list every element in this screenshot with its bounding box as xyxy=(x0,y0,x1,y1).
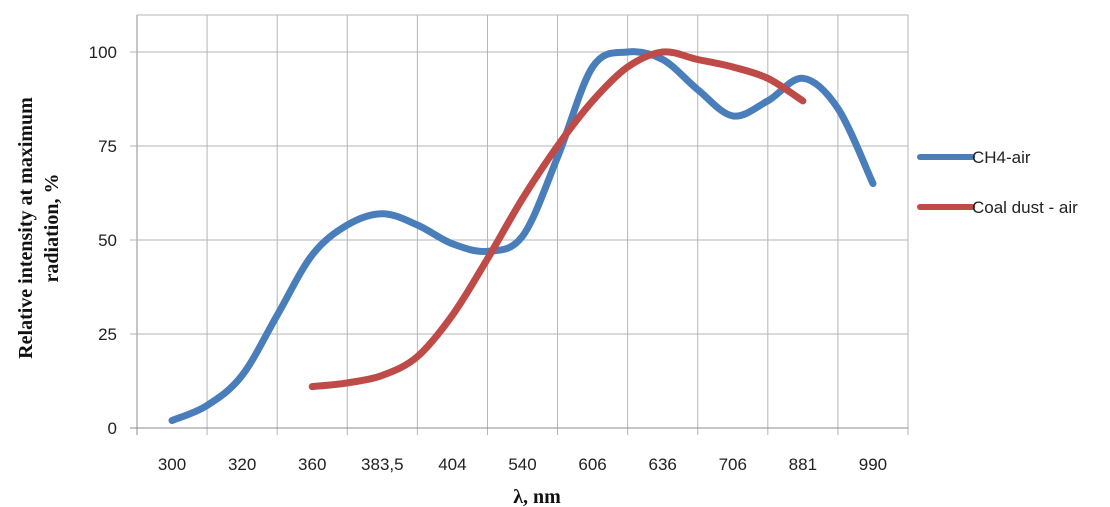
legend-label-ch4-air: CH4-air xyxy=(972,148,1031,167)
series-layer xyxy=(168,48,877,424)
x-tick-label: 320 xyxy=(228,455,256,474)
x-tick-label: 540 xyxy=(508,455,536,474)
y-tick-label: 100 xyxy=(89,43,117,62)
series-line-coal-dust-air xyxy=(308,48,807,391)
x-tick-label: 636 xyxy=(648,455,676,474)
y-tick-labels: 0 25 50 75 100 xyxy=(89,43,117,438)
y-tick-label: 25 xyxy=(98,325,117,344)
x-axis-title: λ, nm xyxy=(513,486,561,507)
x-tick-label: 360 xyxy=(298,455,326,474)
x-tick-label: 383,5 xyxy=(361,455,404,474)
legend-label-coal-dust-air: Coal dust - air xyxy=(972,198,1078,217)
y-axis-title: Relative intensity at maximum radiation,… xyxy=(15,97,63,359)
y-tick-label: 75 xyxy=(98,137,117,156)
legend: CH4-air Coal dust - air xyxy=(917,148,1078,217)
x-tick-label: 404 xyxy=(438,455,466,474)
y-axis-title-line-1: Relative intensity at maximum xyxy=(15,97,37,359)
x-tick-label: 990 xyxy=(859,455,887,474)
x-tick-label: 606 xyxy=(578,455,606,474)
x-tick-label: 706 xyxy=(719,455,747,474)
y-axis-title-line-2: radiation, % xyxy=(41,174,63,283)
y-tick-label: 50 xyxy=(98,231,117,250)
x-tick-label: 881 xyxy=(789,455,817,474)
x-tick-labels: 300 320 360 383,5 404 540 606 636 706 881 990 xyxy=(158,455,887,474)
legend-item-coal-dust-air: Coal dust - air xyxy=(917,198,1078,217)
legend-item-ch4-air: CH4-air xyxy=(917,148,1031,167)
x-tick-label: 300 xyxy=(158,455,186,474)
series-line-ch4-air xyxy=(168,48,877,424)
y-tick-label: 0 xyxy=(108,419,117,438)
grid xyxy=(130,14,909,435)
